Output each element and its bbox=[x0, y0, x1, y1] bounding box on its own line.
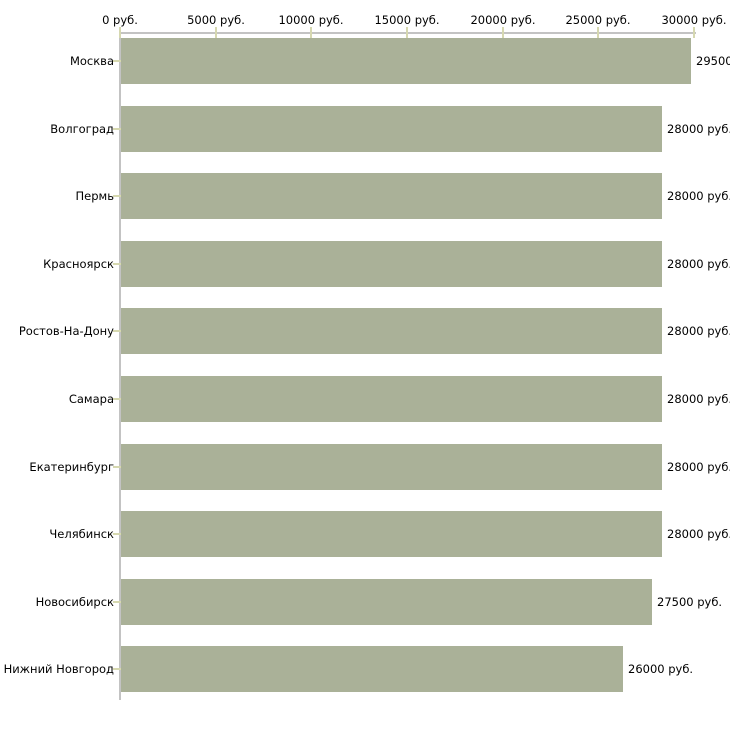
x-axis-line bbox=[120, 32, 696, 34]
salary-bar bbox=[121, 646, 623, 692]
category-tick-mark bbox=[113, 398, 121, 400]
x-axis-tick-mark bbox=[693, 27, 695, 38]
salary-bar bbox=[121, 106, 662, 152]
x-axis-tick-label: 30000 руб. bbox=[661, 13, 727, 27]
category-label: Москва bbox=[69, 54, 114, 68]
x-axis-tick-label: 15000 руб. bbox=[374, 13, 440, 27]
category-label: Челябинск bbox=[49, 527, 114, 541]
x-axis-tick-mark bbox=[597, 27, 599, 38]
category-label: Новосибирск bbox=[35, 595, 114, 609]
salary-bar bbox=[121, 38, 691, 84]
salary-bar bbox=[121, 376, 662, 422]
y-axis-line bbox=[119, 32, 121, 700]
x-axis-tick-label: 10000 руб. bbox=[278, 13, 344, 27]
salary-bar bbox=[121, 308, 662, 354]
value-label: 28000 руб. bbox=[667, 324, 730, 338]
category-tick-mark bbox=[113, 668, 121, 670]
x-axis-tick-mark bbox=[310, 27, 312, 38]
value-label: 28000 руб. bbox=[667, 460, 730, 474]
x-axis-tick-mark bbox=[502, 27, 504, 38]
salary-bar bbox=[121, 173, 662, 219]
category-label: Ростов-На-Дону bbox=[18, 324, 114, 338]
category-label: Екатеринбург bbox=[29, 460, 114, 474]
category-tick-mark bbox=[113, 601, 121, 603]
x-axis-tick-label: 20000 руб. bbox=[470, 13, 536, 27]
value-label: 26000 руб. bbox=[628, 662, 694, 676]
category-tick-mark bbox=[113, 60, 121, 62]
category-label: Пермь bbox=[75, 189, 114, 203]
value-label: 29500 руб. bbox=[696, 54, 730, 68]
x-axis-tick-label: 0 руб. bbox=[102, 13, 138, 27]
x-axis-tick-mark bbox=[119, 27, 121, 38]
category-label: Красноярск bbox=[43, 257, 114, 271]
value-label: 28000 руб. bbox=[667, 527, 730, 541]
salary-bar bbox=[121, 444, 662, 490]
category-label: Нижний Новгород bbox=[3, 662, 114, 676]
salary-bar bbox=[121, 241, 662, 287]
value-label: 27500 руб. bbox=[657, 595, 723, 609]
x-axis-tick-label: 5000 руб. bbox=[187, 13, 245, 27]
value-label: 28000 руб. bbox=[667, 392, 730, 406]
category-tick-mark bbox=[113, 466, 121, 468]
x-axis-tick-mark bbox=[406, 27, 408, 38]
category-tick-mark bbox=[113, 533, 121, 535]
category-tick-mark bbox=[113, 195, 121, 197]
x-axis-tick-label: 25000 руб. bbox=[565, 13, 631, 27]
salary-bar bbox=[121, 579, 652, 625]
category-label: Волгоград bbox=[50, 122, 114, 136]
salary-bar bbox=[121, 511, 662, 557]
category-tick-mark bbox=[113, 330, 121, 332]
value-label: 28000 руб. bbox=[667, 189, 730, 203]
x-axis-tick-mark bbox=[215, 27, 217, 38]
category-tick-mark bbox=[113, 128, 121, 130]
value-label: 28000 руб. bbox=[667, 122, 730, 136]
category-tick-mark bbox=[113, 263, 121, 265]
value-label: 28000 руб. bbox=[667, 257, 730, 271]
category-label: Самара bbox=[68, 392, 114, 406]
